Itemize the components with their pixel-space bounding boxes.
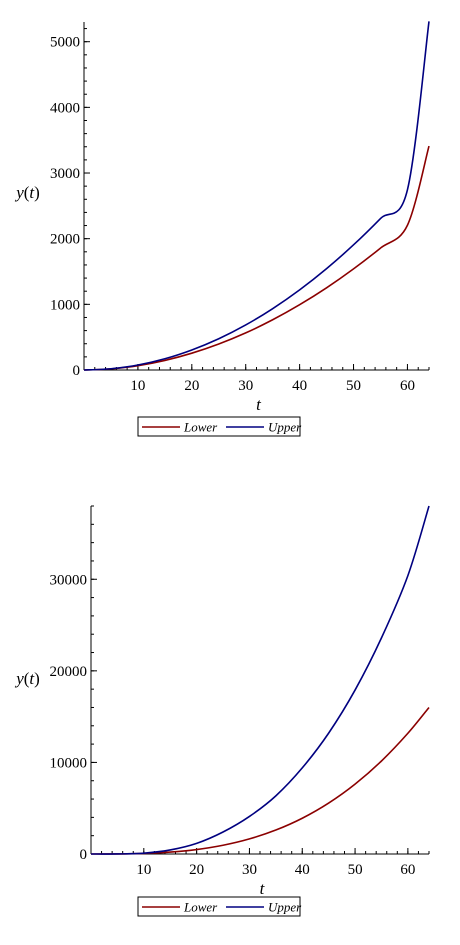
chart-1: 0 1000 2000 3000 4000 5000 10 20 30 40 50 60 t y(t) Lo… bbox=[14, 21, 430, 437]
y-tick-label: 10000 bbox=[50, 755, 88, 771]
x-tick-label: 50 bbox=[348, 862, 363, 878]
x-tick-label: 40 bbox=[292, 378, 307, 394]
legend: Lower Upper bbox=[137, 416, 302, 437]
x-axis-title: t bbox=[256, 395, 262, 414]
legend-label-upper: Upper bbox=[268, 900, 302, 915]
y-axis-title: y(t) bbox=[14, 669, 40, 688]
legend-label-lower: Lower bbox=[183, 420, 218, 435]
legend-label-lower: Lower bbox=[183, 900, 218, 915]
x-tick-label: 60 bbox=[400, 378, 415, 394]
x-tick-label: 10 bbox=[136, 862, 151, 878]
y-tick-label: 0 bbox=[80, 847, 88, 863]
x-tick-label: 20 bbox=[189, 862, 204, 878]
x-tick-label: 50 bbox=[346, 378, 361, 394]
chart-2: 0 10000 20000 30000 10 20 30 40 50 60 t y(t) Lower Up… bbox=[14, 505, 430, 917]
legend: Lower Upper bbox=[137, 896, 302, 917]
x-tick-label: 60 bbox=[400, 862, 415, 878]
y-tick-label: 1000 bbox=[50, 297, 80, 313]
series-line-upper bbox=[90, 505, 430, 855]
y-tick-label: 0 bbox=[73, 363, 81, 379]
x-tick-label: 30 bbox=[242, 862, 257, 878]
legend-label-upper: Upper bbox=[268, 420, 302, 435]
legend-box bbox=[137, 896, 301, 917]
y-tick-label: 30000 bbox=[50, 572, 88, 588]
series-line-lower bbox=[90, 706, 430, 855]
y-tick-label: 20000 bbox=[50, 664, 88, 680]
legend-box bbox=[137, 416, 301, 437]
y-tick-label: 2000 bbox=[50, 232, 80, 248]
x-tick-label: 30 bbox=[238, 378, 253, 394]
x-tick-label: 40 bbox=[295, 862, 310, 878]
x-tick-label: 10 bbox=[130, 378, 145, 394]
series-line-lower bbox=[83, 145, 430, 371]
y-axis-title: y(t) bbox=[14, 183, 40, 202]
series-line-upper bbox=[83, 21, 430, 371]
x-tick-label: 20 bbox=[184, 378, 199, 394]
y-tick-label: 3000 bbox=[50, 166, 80, 182]
y-tick-label: 5000 bbox=[50, 35, 80, 51]
x-axis-title: t bbox=[260, 879, 266, 898]
y-tick-label: 4000 bbox=[50, 100, 80, 116]
